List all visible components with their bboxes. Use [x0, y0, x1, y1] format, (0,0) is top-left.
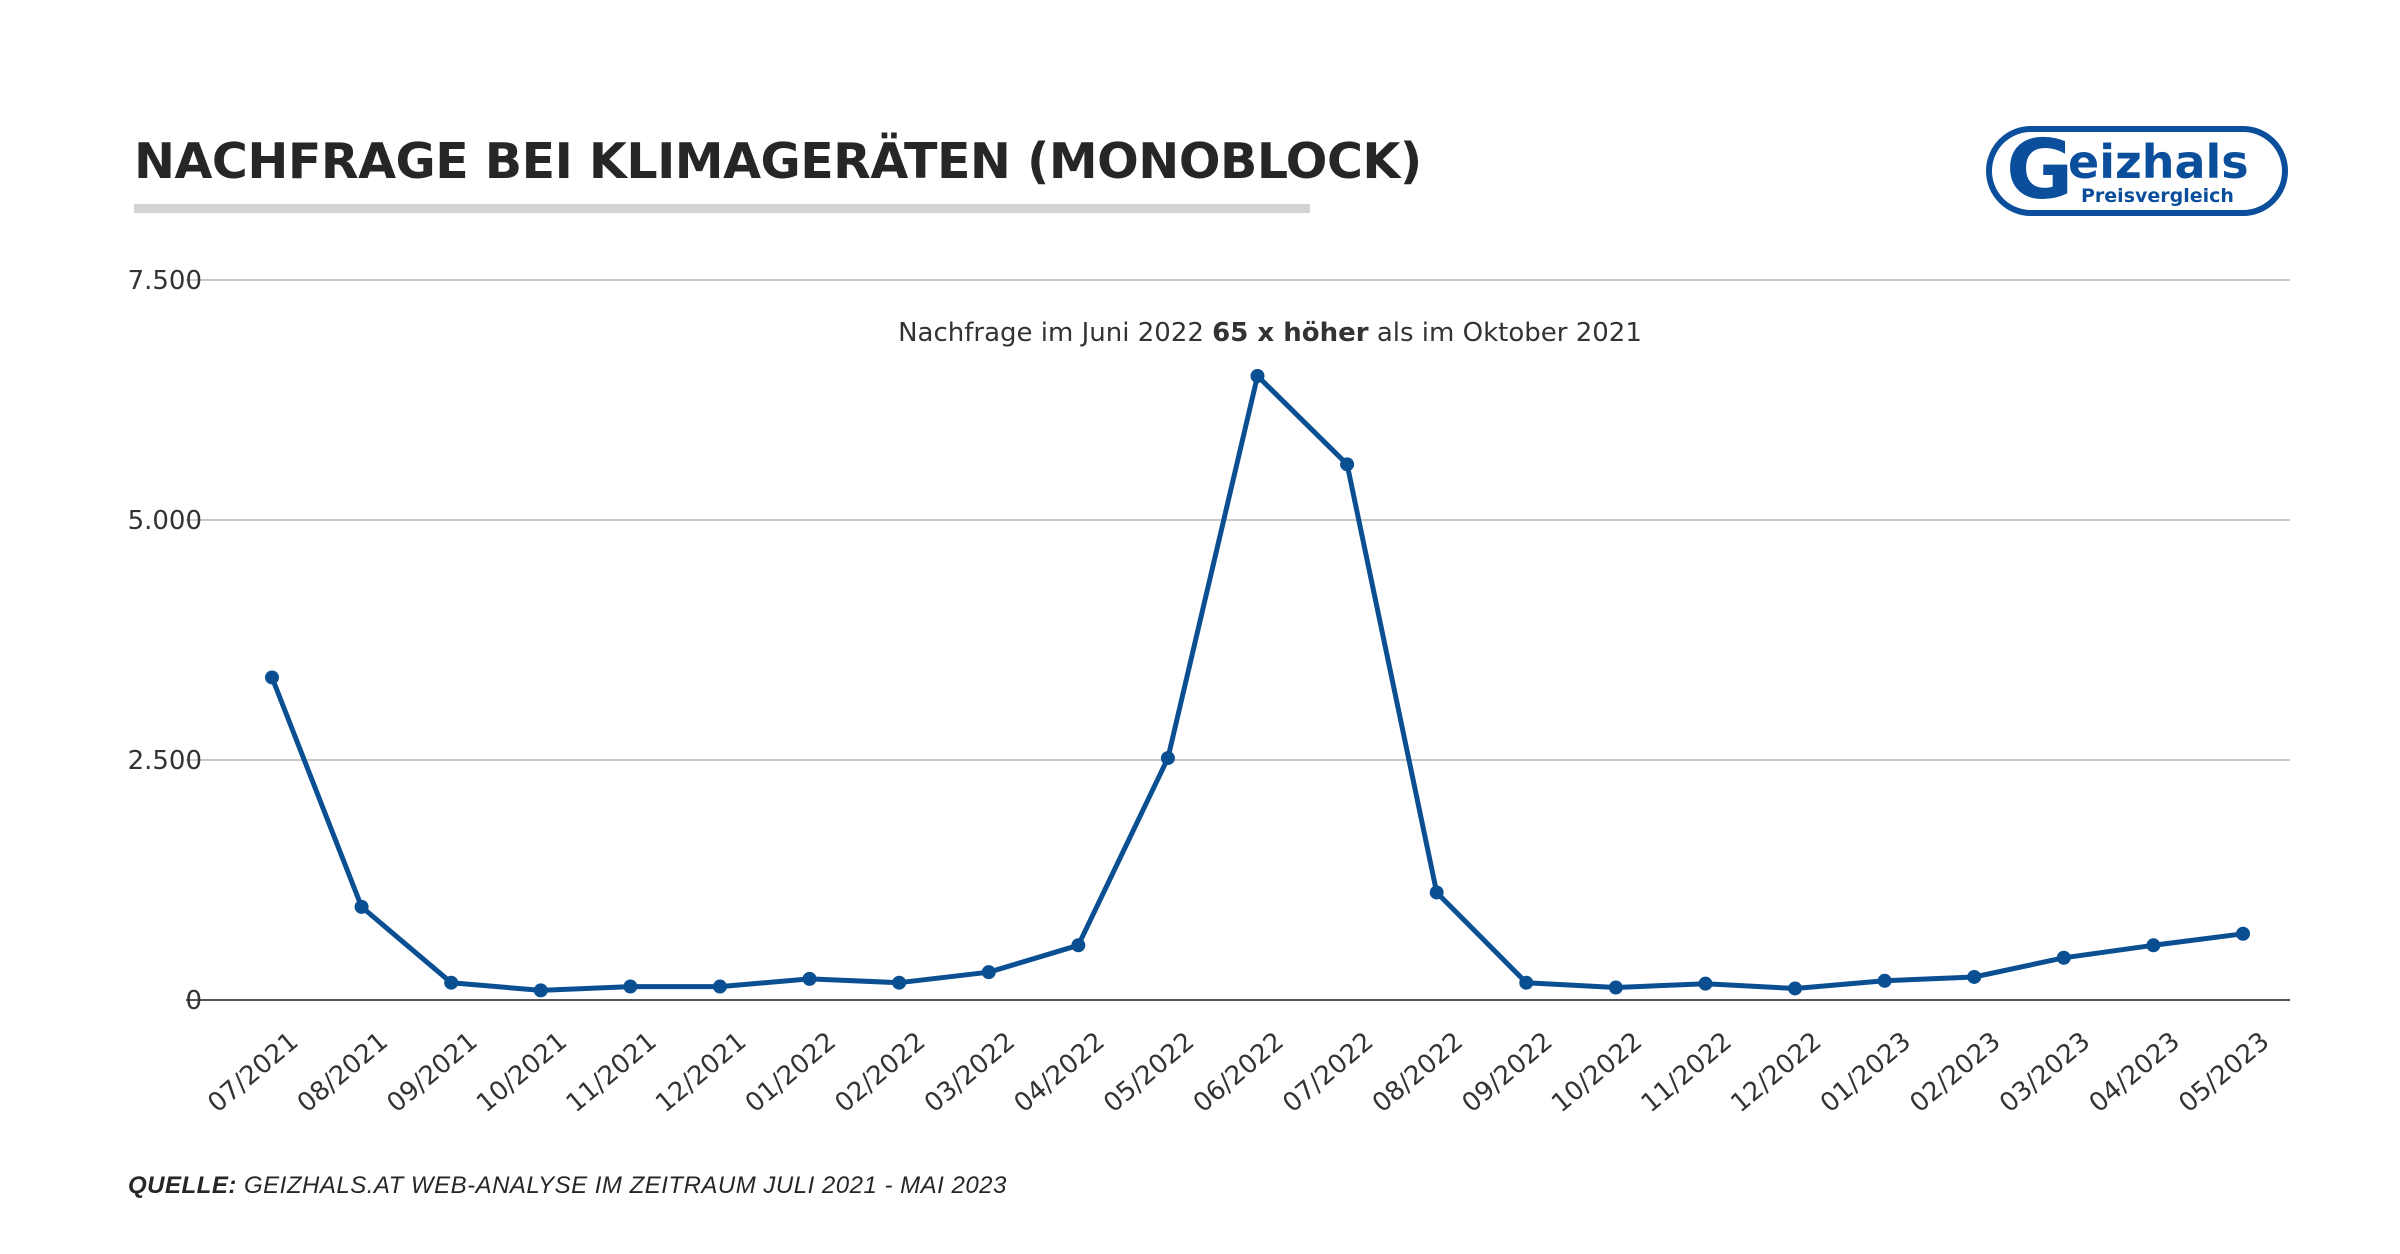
data-point [1788, 981, 1803, 996]
data-point [1160, 751, 1175, 766]
annotation-text-bold: 65 x höher [1212, 318, 1369, 348]
x-tick-label: 03/2022 [919, 1026, 1021, 1118]
y-tick-label: 5.000 [128, 506, 202, 536]
x-tick-label: 08/2022 [1367, 1026, 1469, 1118]
data-point [1429, 885, 1444, 900]
data-point [1071, 938, 1086, 953]
source-label: QUELLE: [128, 1172, 237, 1199]
data-point [2236, 926, 2250, 941]
data-point [1967, 969, 1982, 984]
x-tick-label: 09/2022 [1457, 1026, 1559, 1118]
x-tick-label: 07/2021 [202, 1026, 304, 1118]
data-point [981, 965, 996, 980]
x-tick-label: 02/2022 [829, 1026, 931, 1118]
x-tick-label: 05/2022 [1098, 1026, 1200, 1118]
data-point [623, 979, 638, 994]
series-group [265, 369, 2250, 998]
data-point [712, 979, 727, 994]
x-tick-labels: 07/202108/202109/202110/202111/202112/20… [202, 1026, 2275, 1118]
x-tick-label: 12/2022 [1725, 1026, 1827, 1118]
geizhals-logo: G eizhals Preisvergleich [1986, 126, 2288, 216]
x-tick-label: 11/2022 [1636, 1026, 1738, 1118]
logo-brand-text: eizhals [2068, 135, 2249, 189]
y-tick-label: 2.500 [128, 746, 202, 776]
title-underline [134, 204, 1310, 213]
x-tick-label: 09/2021 [381, 1026, 483, 1118]
grid-lines [186, 279, 2290, 1001]
x-tick-label: 03/2023 [1994, 1026, 2096, 1118]
x-tick-label: 04/2023 [2084, 1026, 2186, 1118]
data-point [1698, 976, 1713, 991]
source-note: QUELLE: GEIZHALS.AT WEB-ANALYSE IM ZEITR… [128, 1172, 1007, 1200]
x-tick-label: 07/2022 [1277, 1026, 1379, 1118]
data-point [533, 983, 548, 998]
data-point [265, 670, 279, 685]
data-point [444, 975, 459, 990]
x-tick-label: 06/2022 [1188, 1026, 1290, 1118]
chart-title: NACHFRAGE BEI KLIMAGERÄTEN (MONOBLOCK) [134, 133, 1422, 190]
source-text: GEIZHALS.AT WEB-ANALYSE IM ZEITRAUM JULI… [236, 1172, 1007, 1199]
data-point [2056, 950, 2071, 965]
data-point [1340, 457, 1355, 472]
annotation-text-before: Nachfrage im Juni 2022 [898, 318, 1212, 348]
x-tick-label: 08/2021 [292, 1026, 394, 1118]
data-point [1250, 369, 1265, 383]
data-point [1519, 975, 1534, 990]
x-tick-label: 11/2021 [561, 1026, 663, 1118]
data-point [354, 899, 369, 914]
logo-g-letter: G [2006, 126, 2073, 216]
y-tick-label: 7.500 [128, 266, 202, 296]
data-point [1877, 973, 1892, 988]
title-block: NACHFRAGE BEI KLIMAGERÄTEN (MONOBLOCK) [134, 132, 1422, 213]
x-tick-label: 05/2023 [2173, 1026, 2275, 1118]
series-line [269, 373, 2244, 993]
x-tick-label: 01/2022 [740, 1026, 842, 1118]
data-point [2146, 938, 2161, 953]
x-tick-label: 12/2021 [650, 1026, 752, 1118]
data-point [802, 971, 817, 986]
x-tick-label: 02/2023 [1905, 1026, 2007, 1118]
data-point [1608, 980, 1623, 995]
peak-annotation: Nachfrage im Juni 2022 65 x höher als im… [898, 318, 1642, 348]
y-tick-labels: 0 2.500 5.000 7.500 [128, 266, 202, 1016]
x-tick-label: 04/2022 [1009, 1026, 1111, 1118]
logo-tagline-text: Preisvergleich [2081, 185, 2234, 207]
annotation-text-after: als im Oktober 2021 [1369, 318, 1642, 348]
x-tick-label: 10/2022 [1546, 1026, 1648, 1118]
x-tick-label: 10/2021 [471, 1026, 573, 1118]
x-tick-label: 01/2023 [1815, 1026, 1917, 1118]
data-point [892, 975, 907, 990]
y-tick-label: 0 [185, 986, 202, 1016]
